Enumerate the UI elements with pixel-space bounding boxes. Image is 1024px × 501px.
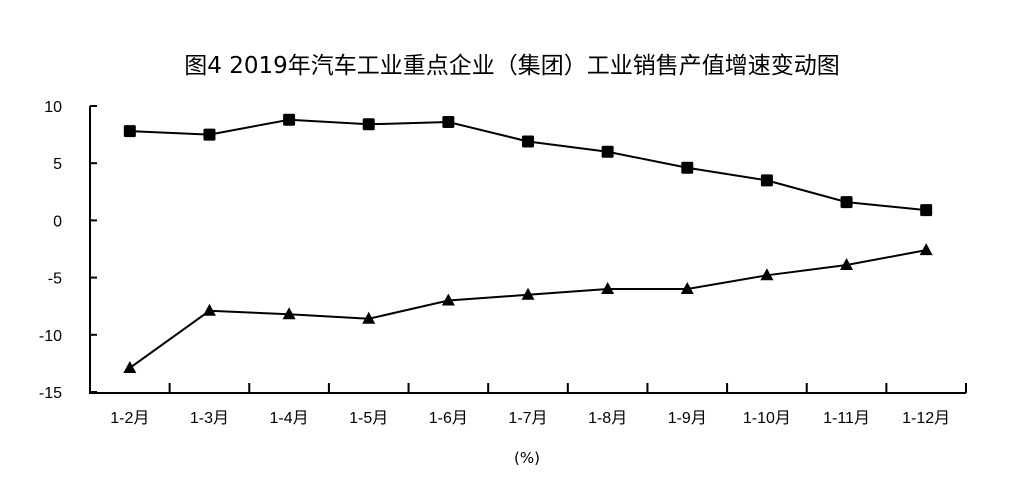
x-tick-label: 1-4月 bbox=[270, 410, 309, 427]
data-point-triangle bbox=[441, 293, 455, 306]
data-point-square bbox=[601, 145, 614, 158]
chart-title: 图4 2019年汽车工业重点企业（集团）工业销售产值增速变动图 bbox=[184, 53, 840, 79]
data-point-square bbox=[681, 161, 694, 174]
series-layer bbox=[123, 113, 933, 373]
series-line bbox=[129, 118, 927, 212]
data-point-triangle bbox=[123, 360, 137, 373]
series-1 bbox=[123, 113, 933, 217]
data-point-square bbox=[283, 113, 296, 126]
x-tick-label: 1-8月 bbox=[588, 410, 627, 427]
y-tick-label: -10 bbox=[39, 328, 62, 345]
data-point-triangle bbox=[840, 258, 854, 271]
data-point-square bbox=[840, 196, 853, 209]
series-line bbox=[129, 249, 927, 369]
x-tick-label: 1-11月 bbox=[823, 410, 870, 427]
data-point-triangle bbox=[760, 268, 774, 281]
data-point-square bbox=[920, 204, 933, 217]
data-point-square bbox=[522, 135, 534, 148]
x-tick-label: 1-7月 bbox=[508, 410, 547, 427]
x-tick-label: 1-6月 bbox=[429, 410, 468, 427]
data-point-triangle bbox=[362, 311, 376, 324]
x-tick-label: 1-3月 bbox=[190, 410, 229, 427]
x-tick-label: 1-5月 bbox=[349, 410, 388, 427]
data-point-triangle bbox=[680, 282, 694, 295]
data-point-triangle bbox=[521, 287, 535, 300]
data-point-square bbox=[203, 128, 216, 141]
axes: 10 5 0 -5 -10 -15 1-2月 1-3月 1-4月 1-5月 1-6月 1-7月 1-8月… bbox=[39, 99, 967, 427]
data-point-square bbox=[760, 174, 773, 187]
data-point-triangle bbox=[601, 282, 615, 295]
y-tick-label: 5 bbox=[53, 156, 62, 173]
unit-label: (%) bbox=[514, 449, 540, 467]
x-tick-label: 1-9月 bbox=[668, 410, 707, 427]
x-tick-label: 1-2月 bbox=[110, 410, 149, 427]
series-2 bbox=[123, 243, 933, 373]
data-point-triangle bbox=[919, 243, 933, 256]
x-tick-label: 1-10月 bbox=[743, 410, 791, 427]
data-point-square bbox=[442, 116, 455, 129]
data-point-square bbox=[362, 118, 375, 131]
y-tick-label: -15 bbox=[39, 385, 62, 402]
data-point-triangle bbox=[202, 303, 216, 316]
y-tick-label: 0 bbox=[53, 213, 62, 230]
y-tick-label: 10 bbox=[44, 99, 62, 116]
data-point-square bbox=[123, 125, 136, 138]
data-point-triangle bbox=[282, 307, 296, 320]
y-tick-label: -5 bbox=[48, 271, 62, 288]
x-tick-label: 1-12月 bbox=[902, 410, 950, 427]
